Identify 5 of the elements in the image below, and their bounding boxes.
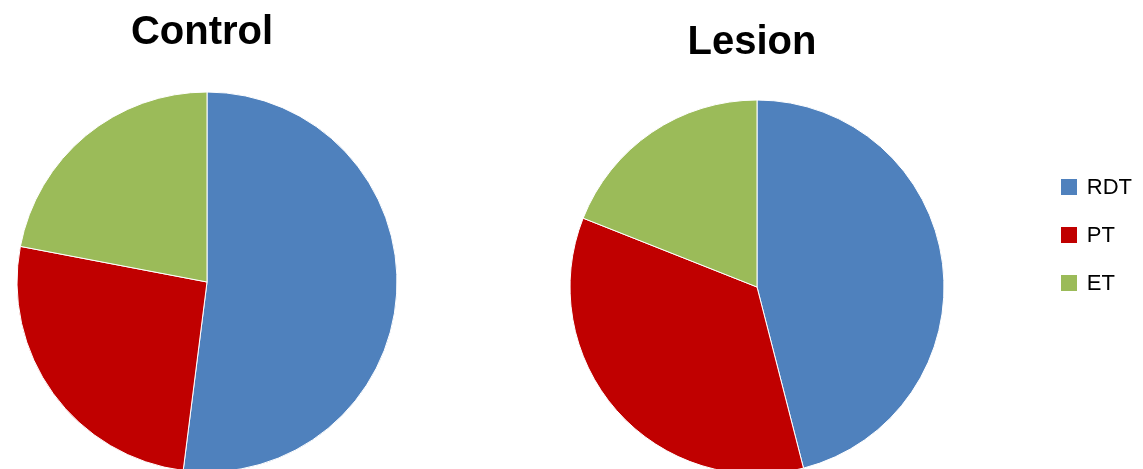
chart-title: Lesion (686, 18, 818, 63)
legend-label: ET (1086, 269, 1115, 296)
chart-title: Control (129, 8, 275, 53)
legend-label: PT (1086, 221, 1115, 248)
legend-label: RDT (1086, 173, 1132, 200)
